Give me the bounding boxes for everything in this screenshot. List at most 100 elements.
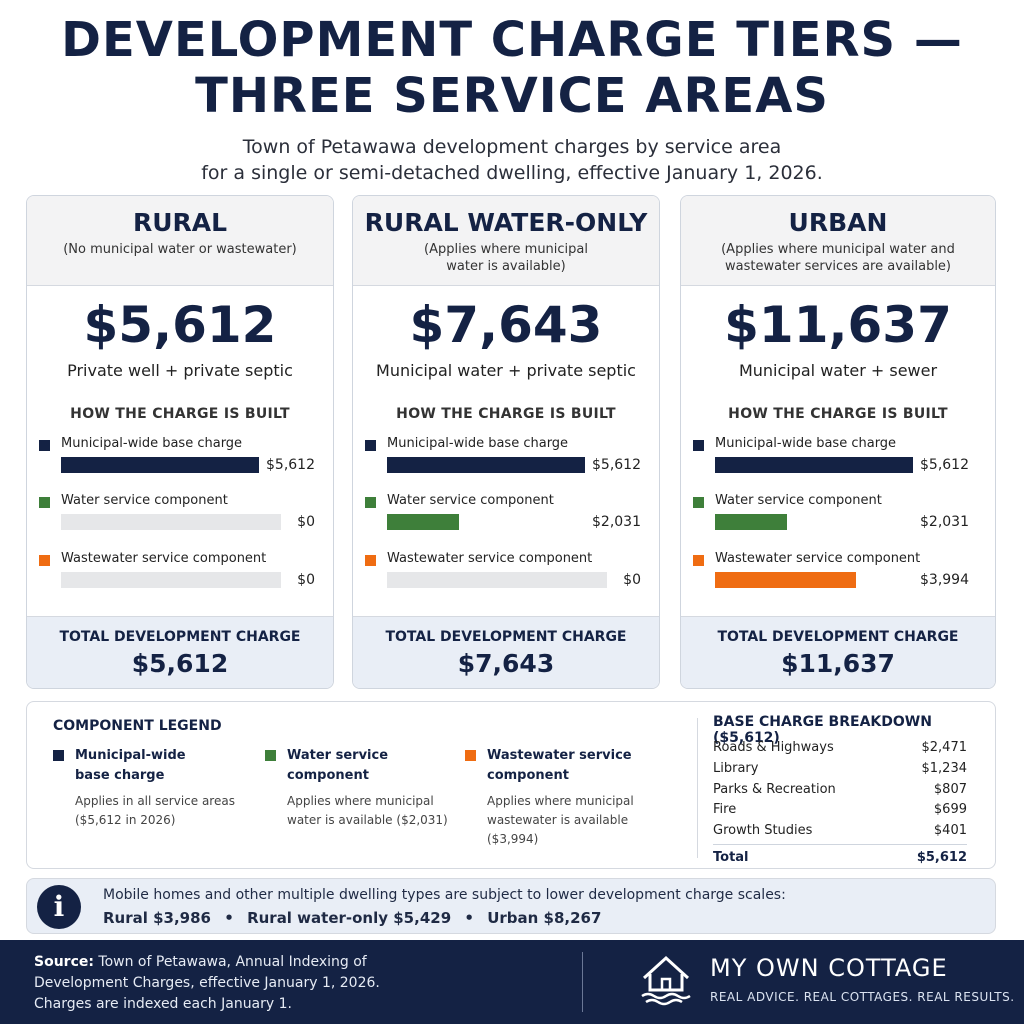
breakdown-total-value: $5,612 (916, 850, 967, 865)
component-value: $5,612 (266, 457, 315, 473)
card-note-line-2: water is available) (446, 259, 566, 274)
card-amount: $7,643 (409, 296, 603, 354)
component-value: $0 (297, 572, 315, 588)
legend-panel: COMPONENT LEGEND Municipal-wide base cha… (26, 701, 996, 869)
brand-name: MY OWN COTTAGE (710, 954, 948, 982)
component-bar-track (715, 457, 935, 473)
legend-title: COMPONENT LEGEND (53, 718, 222, 734)
total-label: TOTAL DEVELOPMENT CHARGE (385, 629, 627, 645)
component-bar-track (61, 457, 281, 473)
component-bar (387, 457, 585, 473)
component-value: $2,031 (592, 514, 641, 530)
card-note: (Applies where municipal water and waste… (681, 241, 995, 275)
card-rural: RURAL (No municipal water or wastewater)… (26, 195, 334, 689)
breakdown-value: $2,471 (921, 740, 968, 755)
wastewater-swatch (693, 555, 704, 566)
legend-name-line-1: Water service (287, 748, 389, 763)
component-label: Water service component (61, 493, 228, 508)
component-label: Water service component (387, 493, 554, 508)
breakdown-value: $1,234 (921, 761, 968, 776)
component-bar (715, 514, 787, 530)
legend-sub-line-1: Applies where municipal (487, 794, 634, 808)
component-bar (61, 457, 259, 473)
breakdown-row: Fire $699 (713, 802, 967, 822)
card-note-line-2: wastewater services are available) (724, 259, 951, 274)
card-title: RURAL (132, 208, 228, 237)
total-value: $5,612 (131, 649, 229, 678)
component-bar (715, 572, 856, 588)
breakdown-title: BASE CHARGE BREAKDOWN ($5,612) (713, 714, 932, 746)
card-rural-water-only: RURAL WATER-ONLY (Applies where municipa… (352, 195, 660, 689)
component-water: Water service component $0 (39, 493, 323, 539)
card-title: RURAL WATER-ONLY (364, 208, 648, 237)
card-total: TOTAL DEVELOPMENT CHARGE $11,637 (681, 616, 995, 688)
how-built-heading: HOW THE CHARGE IS BUILT (396, 406, 616, 422)
breakdown-value: $807 (933, 782, 967, 797)
base-swatch (53, 750, 64, 761)
component-value: $5,612 (592, 457, 641, 473)
component-bar (387, 514, 459, 530)
footer-divider (582, 952, 583, 1012)
wastewater-swatch (465, 750, 476, 761)
component-wastewater: Wastewater service component $3,994 (693, 551, 977, 597)
legend-name-line-2: base charge (75, 768, 165, 783)
breakdown-row: Parks & Recreation $807 (713, 782, 967, 802)
source-text-1: Town of Petawawa, Annual Indexing of (98, 954, 367, 970)
breakdown-row: Library $1,234 (713, 761, 967, 781)
base-swatch (693, 440, 704, 451)
component-label: Municipal-wide base charge (715, 436, 897, 451)
legend-sub-line-1: Applies where municipal (287, 794, 434, 808)
card-header: RURAL WATER-ONLY (Applies where municipa… (353, 196, 659, 286)
card-description: Municipal water + sewer (738, 361, 938, 380)
card-amount: $5,612 (83, 296, 277, 354)
component-label: Water service component (715, 493, 882, 508)
title-line-1: DEVELOPMENT CHARGE TIERS — (61, 12, 963, 68)
component-label: Wastewater service component (387, 551, 593, 566)
source-text-3: Charges are indexed each January 1. (34, 996, 292, 1012)
wastewater-swatch (39, 555, 50, 566)
breakdown-label: Fire (713, 802, 737, 817)
total-value: $7,643 (457, 649, 555, 678)
info-text: Mobile homes and other multiple dwelling… (103, 887, 786, 903)
legend-item-name: Water service component (287, 746, 457, 786)
legend-item-name: Municipal-wide base charge (75, 746, 245, 786)
component-label: Municipal-wide base charge (387, 436, 569, 451)
card-description: Private well + private septic (67, 361, 293, 380)
component-bar-track (61, 514, 281, 530)
breakdown-value: $401 (933, 823, 967, 838)
breakdown-divider (713, 844, 967, 845)
card-description: Municipal water + private septic (376, 361, 636, 380)
component-base: Municipal-wide base charge $5,612 (39, 436, 323, 482)
page-title: DEVELOPMENT CHARGE TIERS — THREE SERVICE… (0, 12, 1024, 124)
component-label: Municipal-wide base charge (61, 436, 243, 451)
source-label: Source: (34, 954, 94, 970)
wastewater-swatch (365, 555, 376, 566)
title-line-2: THREE SERVICE AREAS (195, 68, 829, 124)
legend-name-line-1: Wastewater service (487, 748, 632, 763)
total-label: TOTAL DEVELOPMENT CHARGE (717, 629, 959, 645)
component-water: Water service component $2,031 (365, 493, 649, 539)
breakdown-label: Parks & Recreation (713, 782, 836, 797)
legend-divider (697, 718, 698, 858)
component-bar-track (715, 514, 935, 530)
legend-item-description: Applies in all service areas ($5,612 in … (75, 792, 255, 830)
component-bar-track (715, 572, 935, 588)
how-built-heading: HOW THE CHARGE IS BUILT (70, 406, 290, 422)
component-bar-track (387, 457, 607, 473)
card-note: (Applies where municipal water is availa… (353, 241, 659, 275)
legend-sub-line-1: Applies in all service areas (75, 794, 235, 808)
card-header: RURAL (No municipal water or wastewater) (27, 196, 333, 286)
breakdown-total: Total $5,612 (713, 850, 967, 865)
breakdown-label: Library (713, 761, 759, 776)
card-note-line-1: (No municipal water or wastewater) (63, 242, 297, 257)
breakdown-row: Growth Studies $401 (713, 823, 967, 843)
brand-tagline: REAL ADVICE. REAL COTTAGES. REAL RESULTS… (710, 990, 1015, 1004)
component-wastewater: Wastewater service component $0 (365, 551, 649, 597)
legend-sub-line-2: ($5,612 in 2026) (75, 813, 176, 827)
card-total: TOTAL DEVELOPMENT CHARGE $5,612 (27, 616, 333, 688)
subtitle-line-1: Town of Petawawa development charges by … (242, 136, 782, 158)
component-water: Water service component $2,031 (693, 493, 977, 539)
subtitle-line-2: for a single or semi-detached dwelling, … (201, 162, 823, 184)
component-base: Municipal-wide base charge $5,612 (365, 436, 649, 482)
legend-item-description: Applies where municipal water is availab… (287, 792, 467, 830)
